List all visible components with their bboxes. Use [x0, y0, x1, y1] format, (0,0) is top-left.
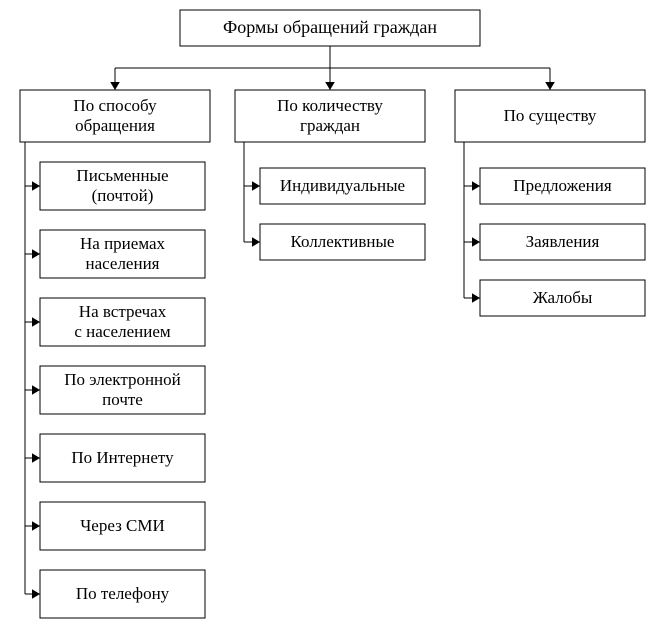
item-method-1-label-1: На приемах	[80, 234, 166, 253]
item-method-2-label-2: с населением	[74, 322, 171, 341]
category-count-label-1: По количеству	[277, 96, 383, 115]
category-method-label-2: обращения	[75, 116, 155, 135]
item-method-2-label-1: На встречах	[79, 302, 167, 321]
hierarchy-diagram: Формы обращений граждан По способуобращен…	[0, 0, 667, 634]
category-method-label-1: По способу	[73, 96, 157, 115]
item-method-1-label-2: населения	[86, 254, 160, 273]
item-method-4-label: По Интернету	[71, 448, 174, 467]
category-essence-label: По существу	[504, 106, 597, 125]
item-method-6-label: По телефону	[76, 584, 170, 603]
item-method-3-label-1: По электронной	[64, 370, 181, 389]
item-method-0-label-1: Письменные	[76, 166, 168, 185]
item-method-3-label-2: почте	[102, 390, 143, 409]
category-count-label-2: граждан	[300, 116, 360, 135]
item-essence-0-label: Предложения	[513, 176, 612, 195]
item-essence-1-label: Заявления	[526, 232, 600, 251]
item-count-0-label: Индивидуальные	[280, 176, 405, 195]
item-method-0-label-2: (почтой)	[92, 186, 154, 205]
item-method-5-label: Через СМИ	[80, 516, 165, 535]
item-essence-2-label: Жалобы	[533, 288, 593, 307]
root-label: Формы обращений граждан	[223, 17, 437, 37]
item-count-1-label: Коллективные	[291, 232, 395, 251]
